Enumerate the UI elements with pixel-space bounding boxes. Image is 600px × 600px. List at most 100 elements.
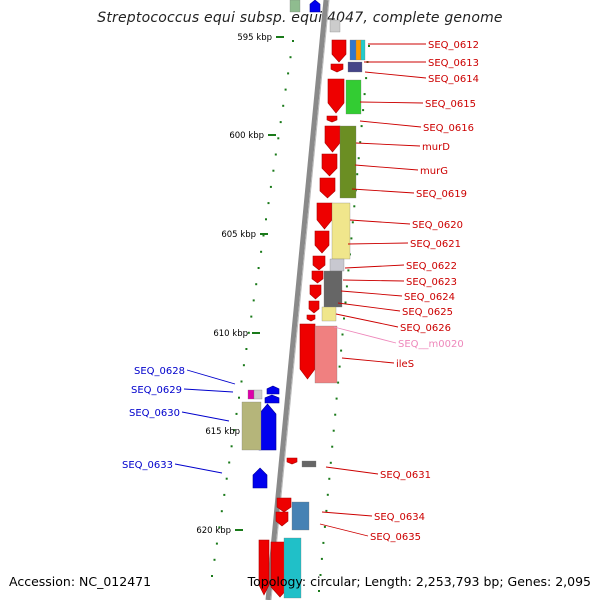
- forward-gene-arrow: [276, 497, 292, 513]
- gene-label-seq_0613: SEQ_0613: [428, 58, 479, 69]
- guide-dot: [350, 237, 353, 240]
- guide-dot: [357, 157, 360, 160]
- label-leaders: [174, 43, 427, 537]
- label-leader-line: [183, 388, 234, 393]
- guide-dot: [218, 526, 221, 529]
- scale-tick-label: 615 kbp: [205, 427, 240, 437]
- guide-dot: [262, 234, 265, 237]
- label-leader-line: [342, 279, 405, 282]
- label-leader-line: [354, 164, 419, 171]
- map-title: Streptococcus equi subsp. equi 4047, com…: [97, 10, 503, 26]
- forward-gene-arrow: [314, 230, 330, 254]
- label-leader-line: [344, 264, 405, 269]
- guide-dot: [279, 121, 282, 124]
- forward-gene-arrow: [309, 284, 322, 300]
- guide-dot: [353, 205, 356, 208]
- label-leader-line: [319, 523, 369, 537]
- guide-dot: [257, 267, 260, 269]
- gene-shading-block: [355, 39, 362, 61]
- gene-shading-block: [241, 401, 262, 451]
- forward-gene-arrow: [316, 202, 333, 230]
- gene-label-seq_0630: SEQ_0630: [129, 408, 180, 419]
- gene-label-seq_0626: SEQ_0626: [400, 323, 451, 334]
- gene-label-seq_0616: SEQ_0616: [423, 123, 474, 134]
- forward-gene-arrow: [321, 153, 338, 177]
- gene-label-seq_0628: SEQ_0628: [134, 366, 185, 377]
- guide-dot: [265, 218, 267, 221]
- gene-shading-block: [360, 39, 366, 61]
- forward-gene-arrow: [308, 300, 320, 314]
- gene-shading-block: [283, 537, 302, 599]
- label-leader-line: [337, 302, 401, 312]
- guide-dot: [272, 169, 275, 172]
- gene-label-seq_0619: SEQ_0619: [416, 189, 467, 200]
- gene-features: [241, 0, 366, 599]
- guide-dot: [269, 185, 272, 188]
- forward-gene-arrow: [312, 255, 326, 271]
- forward-gene-arrow: [286, 457, 298, 465]
- guide-dot: [338, 365, 341, 368]
- guide-dot: [220, 510, 223, 513]
- gene-label-seq_0629: SEQ_0629: [131, 385, 182, 396]
- gene-label-seq_0622: SEQ_0622: [406, 261, 457, 272]
- guide-dot: [322, 541, 325, 544]
- scale-tick-label: 595 kbp: [237, 33, 272, 43]
- gene-label-seq_0635: SEQ_0635: [370, 532, 421, 543]
- scale-tick-label: 610 kbp: [213, 329, 248, 339]
- gene-label-seq_0623: SEQ_0623: [406, 277, 457, 288]
- guide-dot: [238, 396, 240, 399]
- guide-dot: [211, 575, 213, 577]
- forward-gene-arrow: [331, 39, 347, 63]
- guide-dot: [328, 477, 331, 480]
- guide-dot: [289, 56, 292, 59]
- guide-dot: [255, 283, 258, 286]
- guide-dot: [365, 77, 368, 80]
- label-leader-line: [359, 120, 422, 128]
- gene-shading-block: [301, 460, 317, 468]
- guide-dot: [233, 429, 236, 432]
- guide-dot: [318, 590, 320, 592]
- reverse-gene-arrow: [264, 394, 280, 404]
- gene-label-seq__m0020: SEQ__m0020: [398, 339, 464, 350]
- label-leader-line: [325, 466, 379, 475]
- topology-label: Topology: circular; Length: 2,253,793 bp…: [247, 574, 591, 589]
- guide-dot: [356, 173, 359, 176]
- guide-dot: [235, 412, 238, 415]
- guide-dot: [344, 301, 347, 304]
- gene-shading-block: [253, 389, 263, 400]
- forward-gene-arrow: [258, 539, 270, 596]
- label-leader-line: [364, 71, 427, 79]
- label-leader-line: [359, 101, 424, 104]
- guide-dot: [351, 221, 354, 224]
- guide-dot: [230, 445, 233, 448]
- label-leader-line: [351, 188, 415, 194]
- label-leader-line: [349, 219, 411, 225]
- guide-dot: [337, 381, 340, 384]
- reverse-gene-arrow: [252, 467, 268, 489]
- gene-label-seq_0625: SEQ_0625: [402, 307, 453, 318]
- guide-dot: [326, 493, 329, 496]
- guide-dot: [247, 331, 250, 334]
- accession-label: Accession: NC_012471: [9, 574, 152, 589]
- gene-label-seq_0634: SEQ_0634: [374, 512, 425, 523]
- guide-dot: [347, 269, 350, 272]
- gene-shading-block: [349, 39, 357, 61]
- guide-dot: [341, 333, 344, 336]
- gene-shading-block: [247, 389, 255, 400]
- guide-dot: [274, 153, 277, 156]
- gene-shading-block: [339, 125, 357, 199]
- scale-tick-label: 620 kbp: [196, 526, 231, 536]
- scale-tick-label: 600 kbp: [229, 131, 264, 141]
- guide-dot: [331, 445, 334, 448]
- forward-gene-arrow: [306, 314, 316, 322]
- guide-dot: [343, 317, 345, 320]
- gene-labels: SEQ_0612 SEQ_0613 SEQ_0614 SEQ_0615 SEQ_0616…: [122, 40, 479, 543]
- guide-dot: [260, 250, 263, 253]
- label-leader-line: [341, 357, 395, 364]
- guide-dot: [323, 525, 326, 528]
- forward-gene-arrow: [326, 115, 338, 123]
- guide-dot: [335, 397, 338, 400]
- gene-shading-block: [331, 202, 351, 260]
- guide-dot: [340, 349, 343, 352]
